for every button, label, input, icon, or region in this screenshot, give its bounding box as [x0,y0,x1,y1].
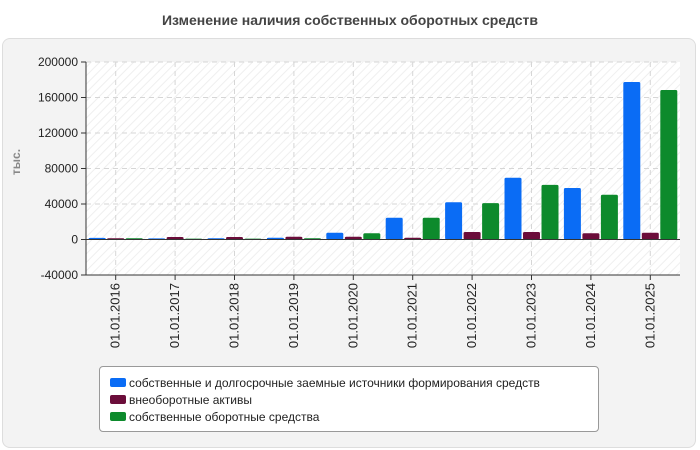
bar [463,232,481,240]
bar [385,217,403,240]
x-tick-label: 01.01.2024 [583,283,598,348]
bar [641,232,659,240]
x-tick-label: 01.01.2019 [286,283,301,348]
x-tick-label: 01.01.2020 [345,283,360,348]
bar [582,233,600,240]
y-tick-label: 0 [71,233,78,247]
legend-swatch-0 [110,378,126,387]
bar [482,203,500,240]
bar [445,202,463,240]
legend: собственные и долгосрочные заемные источ… [99,366,599,432]
bar [660,90,678,240]
x-tick-label: 01.01.2023 [524,283,539,348]
x-tick-label: 01.01.2016 [108,283,123,348]
bar [166,237,184,240]
bar [344,236,362,240]
bar [623,82,641,240]
legend-label: собственные оборотные средства [129,409,320,424]
bar [326,232,344,240]
bar [523,232,540,240]
x-tick-label: 01.01.2018 [227,283,242,348]
y-tick-label: 80000 [45,162,79,176]
legend-label: внеоборотные активы [129,392,252,407]
legend-label: собственные и долгосрочные заемные источ… [129,375,540,390]
y-tick-label: 200000 [38,55,78,69]
y-tick-label: -40000 [41,268,79,282]
legend-swatch-1 [110,395,126,404]
legend-item: собственные и долгосрочные заемные источ… [110,374,598,391]
legend-item: внеоборотные активы [110,391,598,408]
bar [226,237,243,240]
x-tick-label: 01.01.2021 [405,283,420,348]
bar [422,217,440,240]
x-tick-label: 01.01.2017 [167,283,182,348]
bar [504,177,522,240]
bar [541,184,559,240]
x-tick-label: 01.01.2022 [464,283,479,348]
bar [363,233,381,240]
y-tick-label: 120000 [38,126,78,140]
legend-swatch-2 [110,412,126,421]
y-tick-label: 160000 [38,91,78,105]
x-tick-label: 01.01.2025 [642,283,657,348]
y-axis-label: тыс. [9,149,23,175]
bar [285,236,303,240]
bar [563,188,581,240]
y-tick-label: 40000 [45,197,79,211]
legend-item: собственные оборотные средства [110,408,598,425]
bar [600,194,618,240]
chart-title: Изменение наличия собственных оборотных … [161,12,539,28]
